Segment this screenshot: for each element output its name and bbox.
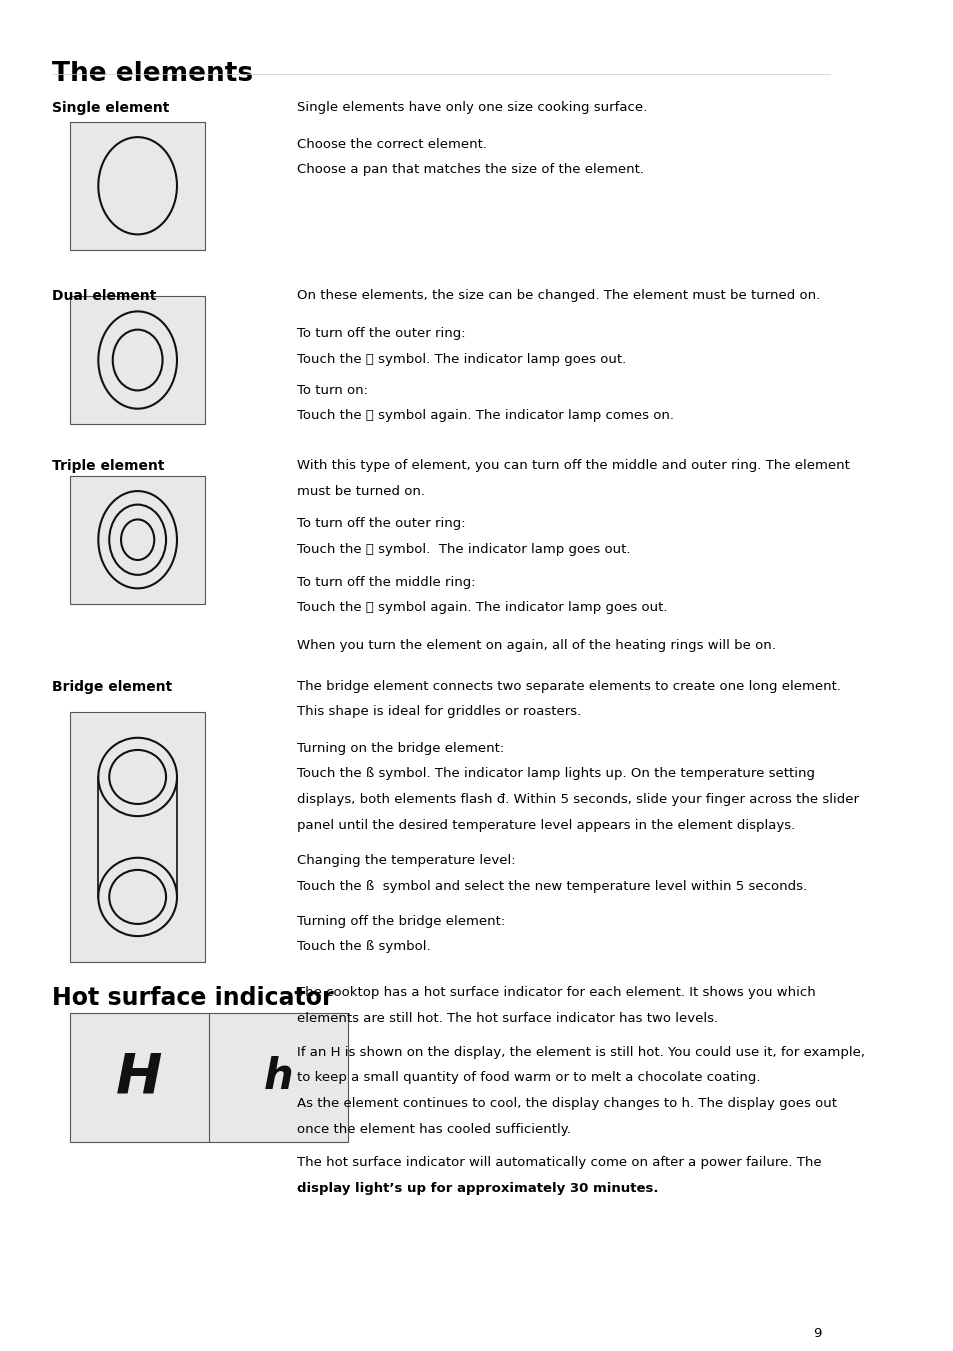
Text: This shape is ideal for griddles or roasters.: This shape is ideal for griddles or roas…: [296, 705, 580, 719]
Text: H: H: [116, 1051, 162, 1104]
Text: once the element has cooled sufficiently.: once the element has cooled sufficiently…: [296, 1123, 571, 1136]
Text: Touch the ß symbol.: Touch the ß symbol.: [296, 940, 431, 954]
Text: If an H is shown on the display, the element is still hot. You could use it, for: If an H is shown on the display, the ele…: [296, 1046, 864, 1059]
Text: To turn off the outer ring:: To turn off the outer ring:: [296, 517, 465, 531]
Text: Choose the correct element.: Choose the correct element.: [296, 138, 487, 151]
Text: Bridge element: Bridge element: [52, 680, 172, 693]
Text: As the element continues to cool, the display changes to h. The display goes out: As the element continues to cool, the di…: [296, 1097, 837, 1111]
Text: display light’s up for approximately 30 minutes.: display light’s up for approximately 30 …: [296, 1182, 658, 1196]
FancyBboxPatch shape: [70, 122, 205, 250]
Text: Turning on the bridge element:: Turning on the bridge element:: [296, 742, 504, 755]
Text: to keep a small quantity of food warm or to melt a chocolate coating.: to keep a small quantity of food warm or…: [296, 1071, 760, 1085]
Text: h: h: [263, 1056, 293, 1098]
Text: When you turn the element on again, all of the heating rings will be on.: When you turn the element on again, all …: [296, 639, 775, 653]
Text: The elements: The elements: [52, 61, 253, 86]
Text: Touch the ⒪ symbol again. The indicator lamp goes out.: Touch the ⒪ symbol again. The indicator …: [296, 601, 667, 615]
FancyBboxPatch shape: [70, 712, 205, 962]
Text: Touch the ⒪ symbol. The indicator lamp goes out.: Touch the ⒪ symbol. The indicator lamp g…: [296, 353, 626, 366]
Text: Touch the ß symbol. The indicator lamp lights up. On the temperature setting: Touch the ß symbol. The indicator lamp l…: [296, 767, 814, 781]
Text: Touch the ß  symbol and select the new temperature level within 5 seconds.: Touch the ß symbol and select the new te…: [296, 880, 806, 893]
Text: With this type of element, you can turn off the middle and outer ring. The eleme: With this type of element, you can turn …: [296, 459, 849, 473]
Text: displays, both elements flash đ. Within 5 seconds, slide your finger across the : displays, both elements flash đ. Within …: [296, 793, 859, 807]
FancyBboxPatch shape: [70, 1013, 347, 1142]
Text: Dual element: Dual element: [52, 289, 156, 303]
Text: Touch the ⒪ symbol.  The indicator lamp goes out.: Touch the ⒪ symbol. The indicator lamp g…: [296, 543, 630, 557]
Text: Changing the temperature level:: Changing the temperature level:: [296, 854, 516, 867]
Text: Hot surface indicator: Hot surface indicator: [52, 986, 334, 1011]
Text: Choose a pan that matches the size of the element.: Choose a pan that matches the size of th…: [296, 163, 643, 177]
Text: To turn off the middle ring:: To turn off the middle ring:: [296, 576, 476, 589]
Text: panel until the desired temperature level appears in the element displays.: panel until the desired temperature leve…: [296, 819, 795, 832]
Text: must be turned on.: must be turned on.: [296, 485, 425, 499]
Text: Turning off the bridge element:: Turning off the bridge element:: [296, 915, 505, 928]
Text: 9: 9: [812, 1327, 821, 1340]
Text: elements are still hot. The hot surface indicator has two levels.: elements are still hot. The hot surface …: [296, 1012, 718, 1025]
Text: Triple element: Triple element: [52, 459, 165, 473]
FancyBboxPatch shape: [70, 296, 205, 424]
Text: Touch the ⒪ symbol again. The indicator lamp comes on.: Touch the ⒪ symbol again. The indicator …: [296, 409, 674, 423]
Text: The bridge element connects two separate elements to create one long element.: The bridge element connects two separate…: [296, 680, 841, 693]
Text: To turn off the outer ring:: To turn off the outer ring:: [296, 327, 465, 340]
Text: The cooktop has a hot surface indicator for each element. It shows you which: The cooktop has a hot surface indicator …: [296, 986, 815, 1000]
Text: To turn on:: To turn on:: [296, 384, 368, 397]
Text: Single elements have only one size cooking surface.: Single elements have only one size cooki…: [296, 101, 647, 115]
Text: Single element: Single element: [52, 101, 170, 115]
FancyBboxPatch shape: [70, 476, 205, 604]
Text: On these elements, the size can be changed. The element must be turned on.: On these elements, the size can be chang…: [296, 289, 820, 303]
Text: The hot surface indicator will automatically come on after a power failure. The: The hot surface indicator will automatic…: [296, 1156, 821, 1170]
